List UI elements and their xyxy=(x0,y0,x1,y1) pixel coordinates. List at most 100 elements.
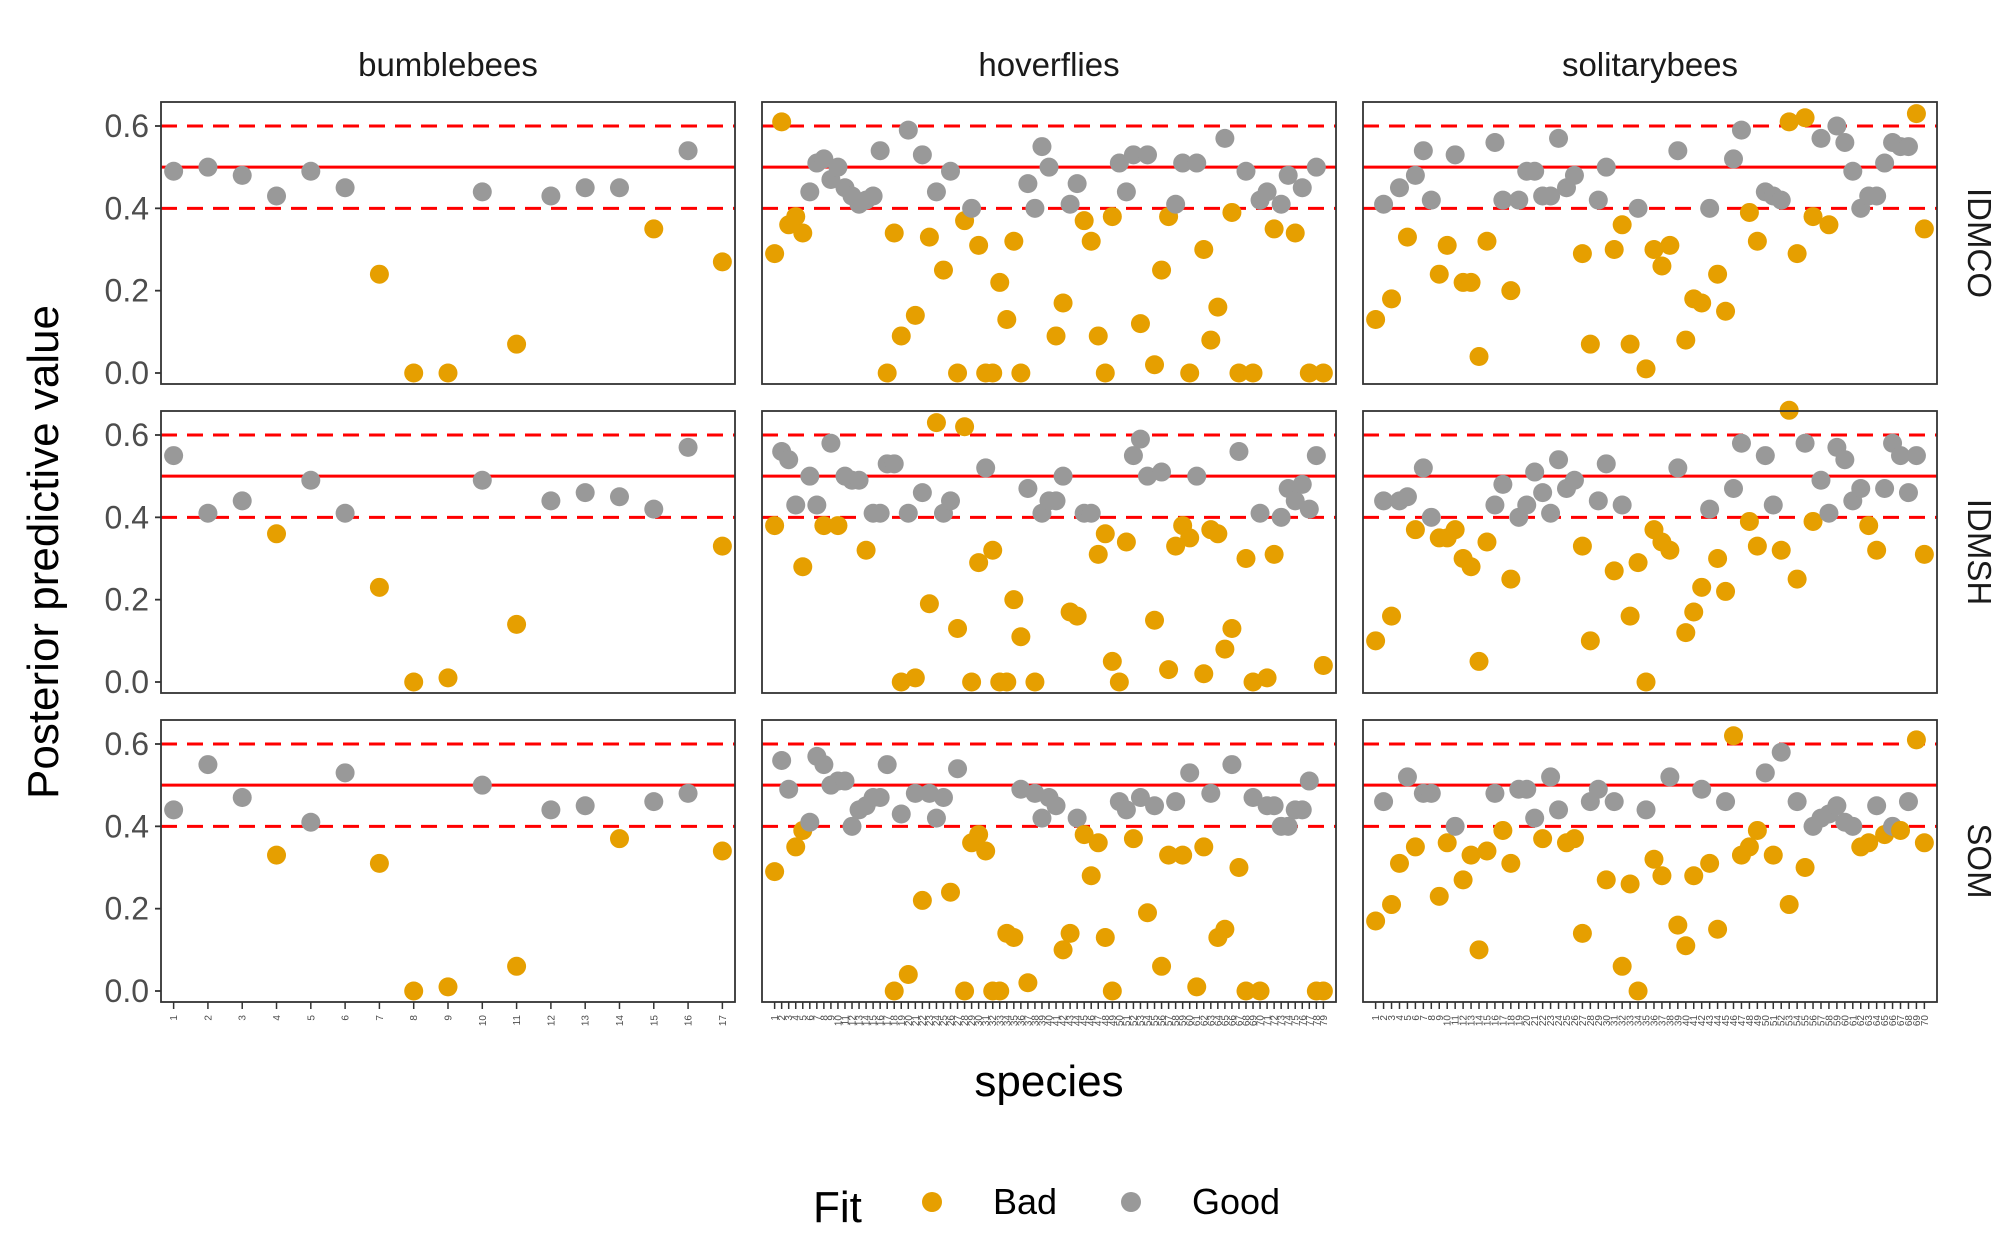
x-tick-label: 32 xyxy=(1618,1015,1629,1027)
data-point xyxy=(1366,309,1386,329)
x-tick-label: 31 xyxy=(1610,1015,1621,1027)
data-point xyxy=(1708,264,1728,284)
data-point xyxy=(1891,446,1911,466)
data-point xyxy=(1724,149,1744,169)
data-point xyxy=(1081,231,1101,251)
x-tick-label: 75 xyxy=(1291,1015,1302,1027)
data-point xyxy=(1572,923,1592,943)
data-point xyxy=(870,503,890,523)
data-point xyxy=(863,186,883,206)
facet-strip-solitarybees: solitarybees xyxy=(1562,46,1738,83)
data-point xyxy=(1700,853,1720,873)
data-point xyxy=(232,165,252,185)
data-point xyxy=(712,536,732,556)
data-point xyxy=(1708,549,1728,568)
data-point xyxy=(198,755,218,775)
data-point xyxy=(1660,235,1680,255)
data-point xyxy=(1771,540,1791,560)
data-point xyxy=(1060,923,1080,943)
x-tick-label: 13 xyxy=(1467,1015,1478,1027)
data-point xyxy=(1123,829,1143,849)
x-tick-label: 62 xyxy=(1856,1015,1867,1027)
data-point xyxy=(1004,927,1024,947)
data-point xyxy=(983,363,1003,383)
data-point xyxy=(1541,186,1561,206)
legend-marker-good xyxy=(1121,1192,1141,1212)
x-tick-label: 25 xyxy=(1562,1015,1573,1027)
panel-bumblebees-SOM xyxy=(160,719,736,1003)
data-point xyxy=(1477,231,1497,251)
data-point xyxy=(472,182,492,202)
data-point xyxy=(1366,911,1386,931)
data-point xyxy=(1032,808,1052,828)
data-point xyxy=(1684,866,1704,886)
x-tick-label: 72 xyxy=(1270,1015,1281,1027)
data-point xyxy=(891,804,911,824)
data-point xyxy=(1264,544,1284,564)
data-point xyxy=(575,796,595,816)
data-point xyxy=(1779,895,1799,915)
data-point xyxy=(1011,627,1031,647)
facet-strip-SOM: SOM xyxy=(1961,823,1998,898)
legend-title: Fit xyxy=(813,1183,862,1232)
x-tick-label: 5 xyxy=(1403,1015,1414,1021)
data-point xyxy=(1374,792,1394,812)
x-tick-label: 30 xyxy=(1602,1015,1613,1027)
data-point xyxy=(438,363,458,383)
data-point xyxy=(933,788,953,808)
data-point xyxy=(1095,927,1115,947)
x-tick-label: 42 xyxy=(1697,1015,1708,1027)
data-point xyxy=(814,755,834,775)
data-point xyxy=(1660,540,1680,560)
data-point xyxy=(1243,363,1263,383)
data-point xyxy=(1102,207,1122,227)
data-point xyxy=(1779,112,1799,132)
data-point xyxy=(507,334,527,354)
x-tick-label: 55 xyxy=(1801,1015,1812,1027)
panel-solitarybees-IDMSH xyxy=(1362,400,1938,694)
data-point xyxy=(1676,936,1696,956)
legend-marker-bad xyxy=(922,1192,942,1212)
facet-panels xyxy=(160,101,1938,1003)
data-point xyxy=(1194,664,1214,684)
data-point xyxy=(870,788,890,808)
data-point xyxy=(1787,569,1807,589)
data-point xyxy=(919,227,939,247)
data-point xyxy=(1187,153,1207,173)
data-point xyxy=(1299,499,1319,519)
x-tick-label: 23 xyxy=(925,1015,936,1027)
data-point xyxy=(1250,503,1270,523)
x-tick-label: 40 xyxy=(1045,1015,1056,1027)
data-point xyxy=(1215,128,1235,148)
data-point xyxy=(1620,334,1640,354)
data-point xyxy=(1081,503,1101,523)
data-point xyxy=(1580,334,1600,354)
data-point xyxy=(575,178,595,198)
data-point xyxy=(1724,479,1744,499)
x-tick-label: 18 xyxy=(1506,1015,1517,1027)
y-tick-label: 0.0 xyxy=(105,973,149,1009)
x-axis-title: species xyxy=(974,1057,1123,1106)
data-point xyxy=(969,235,989,255)
panel-border xyxy=(1362,101,1938,385)
data-point xyxy=(1278,165,1298,185)
x-tick-label: 59 xyxy=(1178,1015,1189,1027)
data-point xyxy=(1891,820,1911,840)
data-point xyxy=(1461,845,1481,865)
data-point xyxy=(898,965,918,985)
data-point xyxy=(609,829,629,849)
data-point xyxy=(912,890,932,910)
x-tick-label: 7 xyxy=(1419,1015,1430,1021)
panel-border xyxy=(1362,410,1938,694)
x-tick-label: 37 xyxy=(1657,1015,1668,1027)
data-point xyxy=(369,853,389,873)
data-point xyxy=(1271,507,1291,527)
data-point xyxy=(1867,796,1887,816)
data-point xyxy=(678,141,698,161)
x-tick-label: 17 xyxy=(718,1015,729,1027)
panel-border xyxy=(1362,719,1938,1003)
x-tick-label: 4 xyxy=(791,1015,802,1021)
data-point xyxy=(1046,491,1066,511)
data-point xyxy=(1859,833,1879,853)
x-tick-label: 56 xyxy=(1157,1015,1168,1027)
